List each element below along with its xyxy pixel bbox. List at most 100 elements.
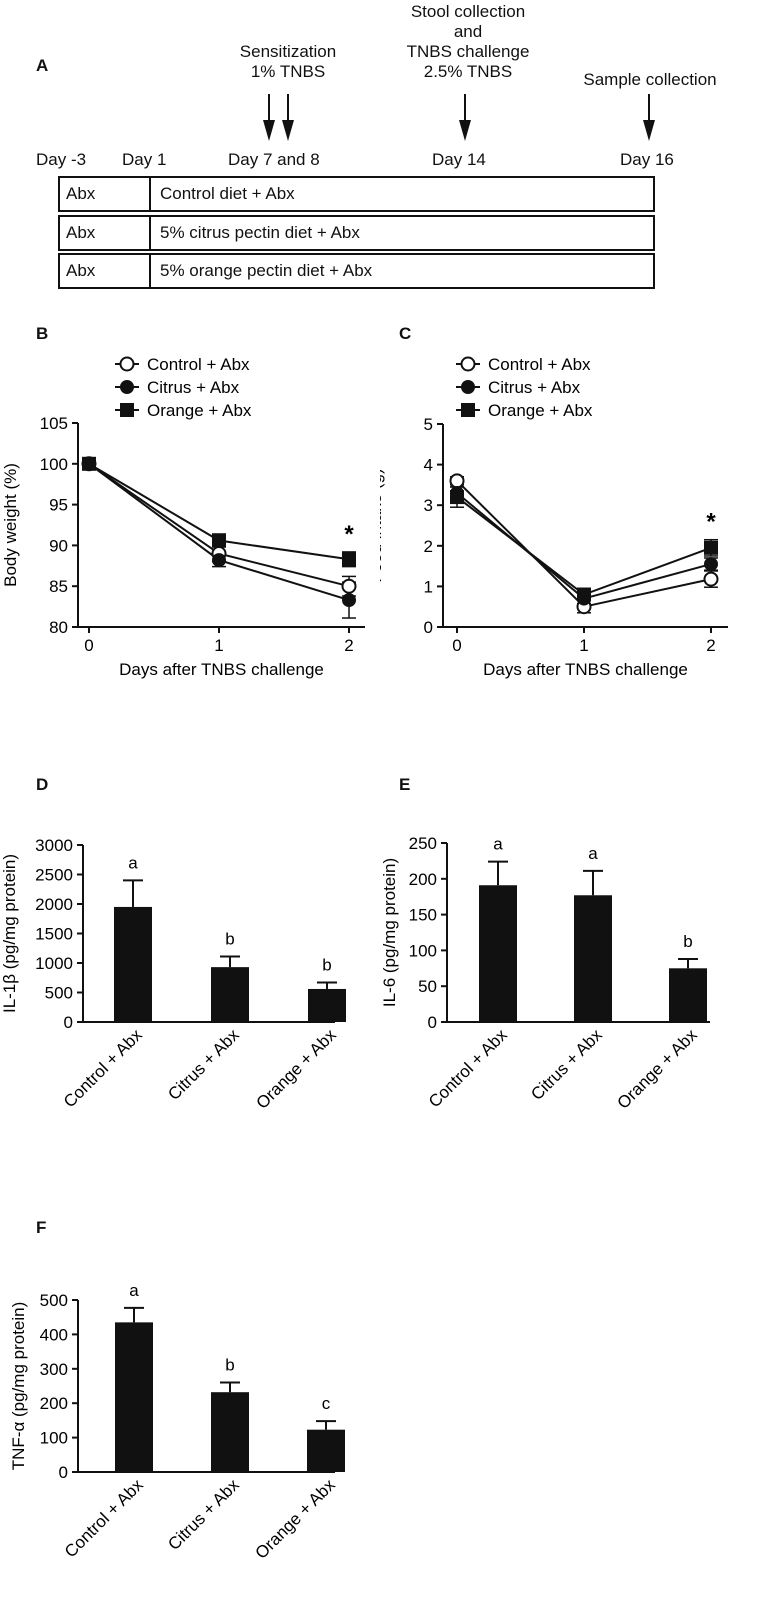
challenge-line-3: TNBS challenge	[406, 42, 530, 61]
legend-label: Citrus + Abx	[488, 378, 581, 397]
y-tick-label: 150	[409, 906, 437, 925]
diet-label: 5% citrus pectin diet + Abx	[160, 223, 360, 242]
significance-letter: a	[128, 853, 138, 872]
y-tick-label: 200	[409, 870, 437, 889]
chart-f-tnfa: 0 100 200 300 400 500 TNF-α (pg/mg protein) a Co…	[9, 1281, 345, 1563]
significance-letter: c	[322, 1394, 331, 1413]
panel-label-e: E	[399, 775, 411, 794]
legend-marker	[120, 403, 134, 417]
y-tick-label: 50	[418, 977, 437, 996]
category-label: Orange + Abx	[252, 1475, 340, 1563]
y-tick-label: 100	[409, 941, 437, 960]
x-axis-label: Days after TNBS challenge	[119, 660, 324, 679]
data-point	[82, 456, 96, 471]
significance-letter: b	[322, 955, 331, 974]
abx-pretreatment: Abx	[60, 255, 151, 287]
y-tick-label: 4	[424, 456, 433, 475]
diet-row-orange: Abx 5% orange pectin diet + Abx	[58, 253, 655, 289]
y-tick-label: 1000	[35, 954, 73, 973]
y-tick-label: 0	[59, 1463, 68, 1482]
legend-marker	[461, 403, 475, 417]
y-tick-label: 95	[49, 496, 68, 515]
bar	[114, 906, 152, 1022]
category-label: Control + Abx	[60, 1025, 146, 1111]
sensitization-line-2: 1% TNBS	[250, 62, 326, 81]
y-tick-label: 500	[45, 984, 73, 1003]
sensitization-arrow-1	[263, 94, 275, 141]
legend-marker	[119, 356, 135, 372]
y-axis-label: TNF-α (pg/mg protein)	[9, 1302, 28, 1471]
day-7-and-8: Day 7 and 8	[228, 150, 320, 169]
bar	[211, 1392, 249, 1472]
data-point	[342, 552, 356, 567]
y-tick-label: 90	[49, 536, 68, 555]
bar	[211, 967, 249, 1022]
chart-b-body-weight: 80 85 90 95 100 105 0 1 2 Days after TNBS challen…	[1, 355, 365, 679]
y-tick-label: 2500	[35, 866, 73, 885]
y-tick-label: 5	[424, 415, 433, 434]
x-tick-label: 1	[214, 636, 223, 655]
significance-star: *	[344, 521, 354, 548]
significance-letter: b	[683, 932, 692, 951]
x-tick-label: 2	[344, 636, 353, 655]
data-point	[577, 587, 591, 602]
challenge-line-2: and	[453, 22, 483, 41]
series-line	[456, 496, 712, 596]
legend-label: Orange + Abx	[488, 401, 593, 420]
y-tick-label: 0	[424, 618, 433, 637]
data-point	[341, 578, 357, 594]
x-tick-label: 0	[84, 636, 93, 655]
legend-marker	[461, 380, 475, 394]
category-label: Control + Abx	[61, 1475, 147, 1561]
sample-collection-label: Sample collection	[583, 70, 717, 89]
y-tick-label: 85	[49, 577, 68, 596]
y-tick-label: 2	[424, 537, 433, 556]
y-axis-label: IL-1β (pg/mg protein)	[0, 854, 19, 1013]
data-point	[212, 533, 226, 548]
x-tick-label: 0	[452, 636, 461, 655]
significance-letter: b	[225, 1356, 234, 1375]
diet-label: 5% orange pectin diet + Abx	[160, 261, 373, 280]
y-tick-label: 0	[64, 1013, 73, 1032]
challenge-line-1: Stool collection	[410, 2, 526, 21]
category-label: Citrus + Abx	[164, 1025, 243, 1104]
category-label: Orange + Abx	[253, 1025, 341, 1113]
y-tick-label: 250	[409, 834, 437, 853]
y-tick-label: 80	[49, 618, 68, 637]
y-tick-label: 1500	[35, 925, 73, 944]
data-point	[704, 557, 718, 572]
bar	[307, 1429, 345, 1472]
bar	[574, 895, 612, 1022]
bar	[308, 988, 346, 1022]
diet-label: Control diet + Abx	[160, 184, 295, 203]
y-axis-label: Body weight (%)	[1, 463, 20, 587]
day-14: Day 14	[432, 150, 486, 169]
legend-label: Orange + Abx	[147, 401, 252, 420]
day-1: Day 1	[122, 150, 167, 169]
legend-marker	[120, 380, 134, 394]
panel-label-a: A	[36, 56, 49, 75]
y-tick-label: 300	[40, 1360, 68, 1379]
y-axis-label: Food intake (g)	[380, 468, 385, 582]
day-16: Day 16	[620, 150, 674, 169]
x-axis-label: Days after TNBS challenge	[483, 660, 688, 679]
diet-row-control: Abx Control diet + Abx	[58, 176, 655, 212]
significance-letter: a	[493, 835, 503, 854]
challenge-label: Stool collection and TNBS challenge 2.5%…	[378, 2, 558, 82]
series-line	[88, 462, 350, 602]
panel-label-b: B	[36, 324, 49, 343]
bar	[115, 1322, 153, 1472]
y-tick-label: 100	[40, 1429, 68, 1448]
challenge-arrow	[459, 94, 471, 141]
data-point	[449, 473, 465, 489]
chart-c-food-intake: 0 1 2 3 4 5 0 1 2 Days after TNBS challenge Food i…	[380, 355, 728, 679]
significance-letter: b	[225, 930, 234, 949]
significance-letter: a	[588, 844, 598, 863]
data-point	[450, 490, 464, 505]
sensitization-arrow-2	[282, 94, 294, 141]
sensitization-line-1: Sensitization	[239, 42, 337, 61]
chart-e-il6: 0 50 100 150 200 250 IL-6 (pg/mg protein) a Cont…	[380, 834, 710, 1113]
bar	[669, 968, 707, 1022]
significance-star: *	[706, 509, 716, 536]
